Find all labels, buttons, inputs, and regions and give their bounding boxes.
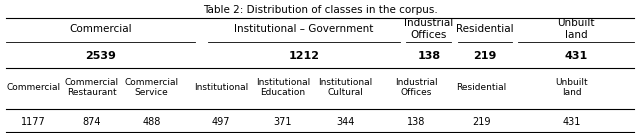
Text: 219: 219 <box>473 51 497 61</box>
Text: 1212: 1212 <box>289 51 319 61</box>
Text: Table 2: Distribution of classes in the corpus.: Table 2: Distribution of classes in the … <box>203 5 437 15</box>
Text: 344: 344 <box>337 117 355 127</box>
Text: 138: 138 <box>417 51 440 61</box>
Text: 219: 219 <box>472 117 490 127</box>
Text: Commercial
Service: Commercial Service <box>125 78 179 97</box>
Text: Commercial: Commercial <box>70 24 132 34</box>
Text: 1177: 1177 <box>21 117 45 127</box>
Text: 371: 371 <box>274 117 292 127</box>
Text: Institutional: Institutional <box>194 83 248 92</box>
Text: Residential: Residential <box>456 83 506 92</box>
Text: Industrial
Offices: Industrial Offices <box>404 18 453 40</box>
Text: Institutional
Cultural: Institutional Cultural <box>319 78 372 97</box>
Text: Institutional – Government: Institutional – Government <box>234 24 374 34</box>
Text: 2539: 2539 <box>85 51 116 61</box>
Text: Industrial
Offices: Industrial Offices <box>396 78 438 97</box>
Text: Unbuilt
land: Unbuilt land <box>557 18 595 40</box>
Text: 497: 497 <box>212 117 230 127</box>
Text: 488: 488 <box>143 117 161 127</box>
Text: 431: 431 <box>563 117 580 127</box>
Text: Commercial
Restaurant: Commercial Restaurant <box>65 78 118 97</box>
Text: 874: 874 <box>83 117 100 127</box>
Text: Institutional
Education: Institutional Education <box>256 78 310 97</box>
Text: Commercial: Commercial <box>6 83 60 92</box>
Text: Residential: Residential <box>456 24 514 34</box>
Text: 138: 138 <box>408 117 426 127</box>
Text: Unbuilt
land: Unbuilt land <box>556 78 588 97</box>
Text: 431: 431 <box>564 51 588 61</box>
